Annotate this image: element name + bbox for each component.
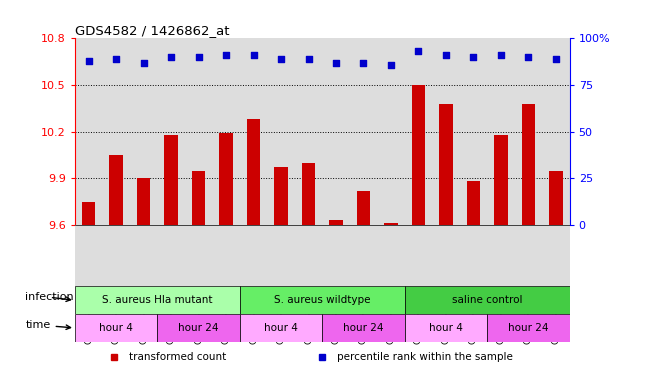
Text: hour 24: hour 24 [508,323,549,333]
Point [166,54,176,60]
Bar [219,133,233,225]
Bar [82,202,96,225]
Point [413,48,424,55]
Text: hour 24: hour 24 [343,323,383,333]
Text: percentile rank within the sample: percentile rank within the sample [337,352,513,362]
Bar [357,191,370,225]
Bar [247,119,260,225]
Bar [467,182,480,225]
Point [221,52,231,58]
Bar [75,314,158,342]
Text: hour 24: hour 24 [178,323,219,333]
Point [111,56,121,62]
Point [495,52,506,58]
Bar [191,170,206,225]
Point [303,56,314,62]
Text: saline control: saline control [452,295,522,305]
Text: hour 4: hour 4 [264,323,298,333]
Bar [329,220,343,225]
Point [386,61,396,68]
Text: infection: infection [25,292,74,302]
Point [276,56,286,62]
Point [441,52,451,58]
Text: transformed count: transformed count [130,352,227,362]
Point [551,56,561,62]
Text: S. aureus wildtype: S. aureus wildtype [274,295,370,305]
Bar [164,135,178,225]
Point [83,58,94,64]
Bar [301,163,315,225]
Bar [411,85,425,225]
Bar [240,314,322,342]
Text: hour 4: hour 4 [429,323,463,333]
Bar [549,170,562,225]
Bar [274,167,288,225]
Bar [240,286,405,314]
Point [139,60,149,66]
Bar [75,286,240,314]
Text: time: time [25,320,70,330]
Bar [494,135,508,225]
Bar [158,314,240,342]
Bar [109,155,123,225]
Point [358,60,368,66]
Point [468,54,478,60]
Point [248,52,258,58]
Bar [521,104,535,225]
Bar [487,314,570,342]
Point [331,60,341,66]
Text: GDS4582 / 1426862_at: GDS4582 / 1426862_at [75,24,229,37]
Bar [384,223,398,225]
Bar [439,104,453,225]
Text: hour 4: hour 4 [99,323,133,333]
Bar [405,314,487,342]
Bar [137,179,150,225]
Point [523,54,534,60]
Bar [405,286,570,314]
Point [193,54,204,60]
Text: S. aureus Hla mutant: S. aureus Hla mutant [102,295,213,305]
Bar [322,314,405,342]
